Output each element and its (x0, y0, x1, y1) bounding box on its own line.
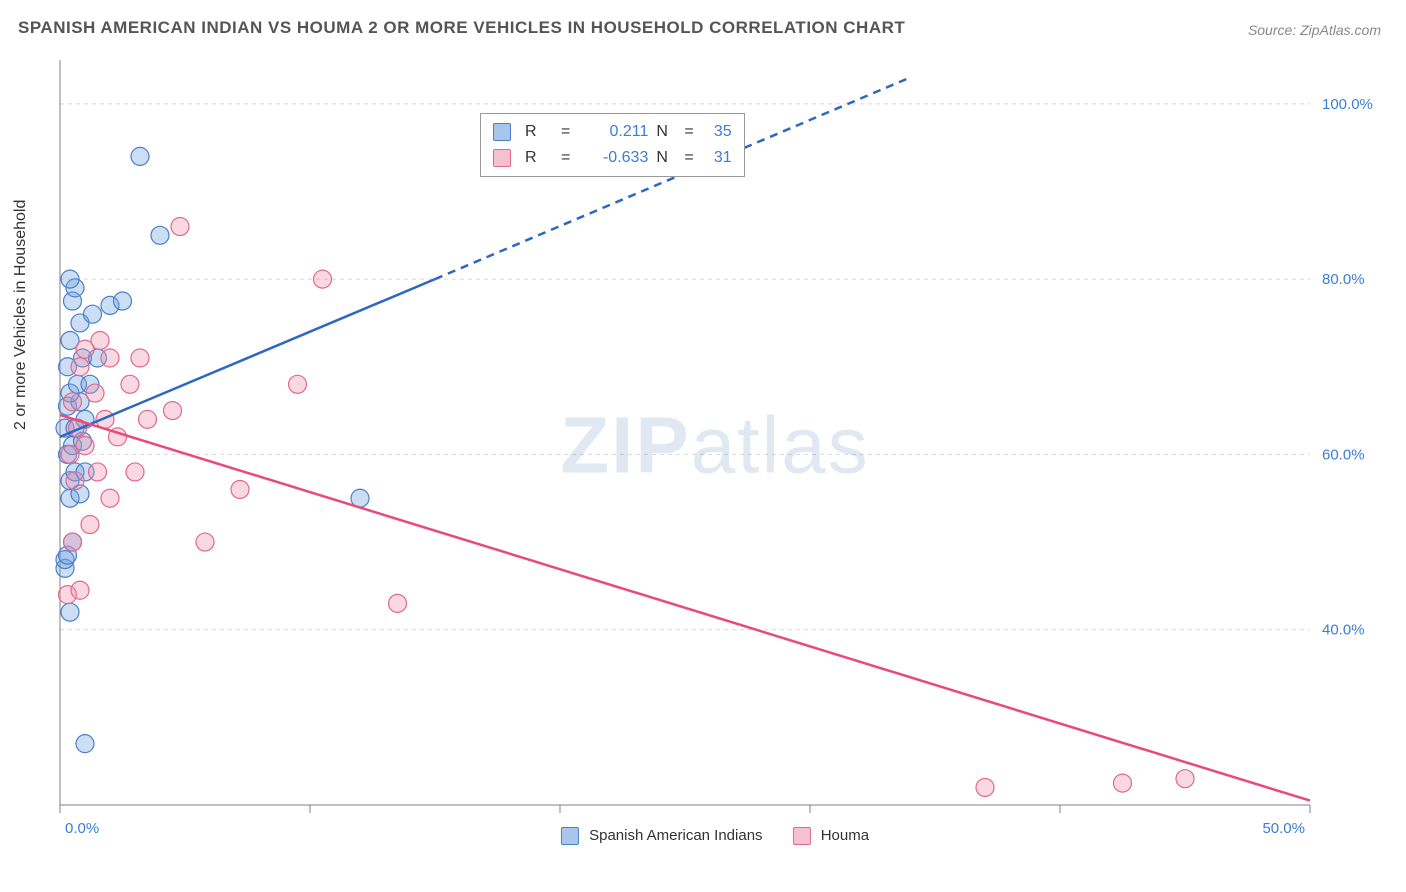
plot-area: ZIPatlas 40.0%60.0%80.0%100.0%0.0%50.0% … (50, 55, 1380, 845)
legend-item-1: Spanish American Indians (561, 827, 763, 845)
stats-box: R= 0.211 N= 35 R= -0.633 N= 31 (480, 113, 745, 177)
stats-row-1: R= 0.211 N= 35 (493, 119, 732, 145)
svg-text:80.0%: 80.0% (1322, 271, 1365, 288)
source-label: Source: ZipAtlas.com (1248, 22, 1381, 38)
stats-row-2: R= -0.633 N= 31 (493, 145, 732, 171)
legend-swatch-1 (561, 827, 579, 845)
legend-item-2: Houma (793, 827, 870, 845)
legend-swatch-2 (793, 827, 811, 845)
legend-label-2: Houma (821, 827, 869, 844)
swatch-series-2 (493, 149, 511, 167)
legend: Spanish American Indians Houma (561, 827, 869, 845)
svg-text:0.0%: 0.0% (65, 820, 99, 837)
chart-title: SPANISH AMERICAN INDIAN VS HOUMA 2 OR MO… (18, 18, 905, 38)
r-value-1: 0.211 (578, 123, 648, 141)
svg-text:40.0%: 40.0% (1322, 622, 1365, 639)
legend-label-1: Spanish American Indians (589, 827, 762, 844)
r-value-2: -0.633 (578, 149, 648, 167)
n-value-1: 35 (702, 123, 732, 141)
y-axis-label: 2 or more Vehicles in Household (12, 200, 30, 430)
n-value-2: 31 (702, 149, 732, 167)
swatch-series-1 (493, 123, 511, 141)
svg-text:100.0%: 100.0% (1322, 96, 1373, 113)
svg-text:50.0%: 50.0% (1262, 820, 1305, 837)
svg-text:60.0%: 60.0% (1322, 446, 1365, 463)
